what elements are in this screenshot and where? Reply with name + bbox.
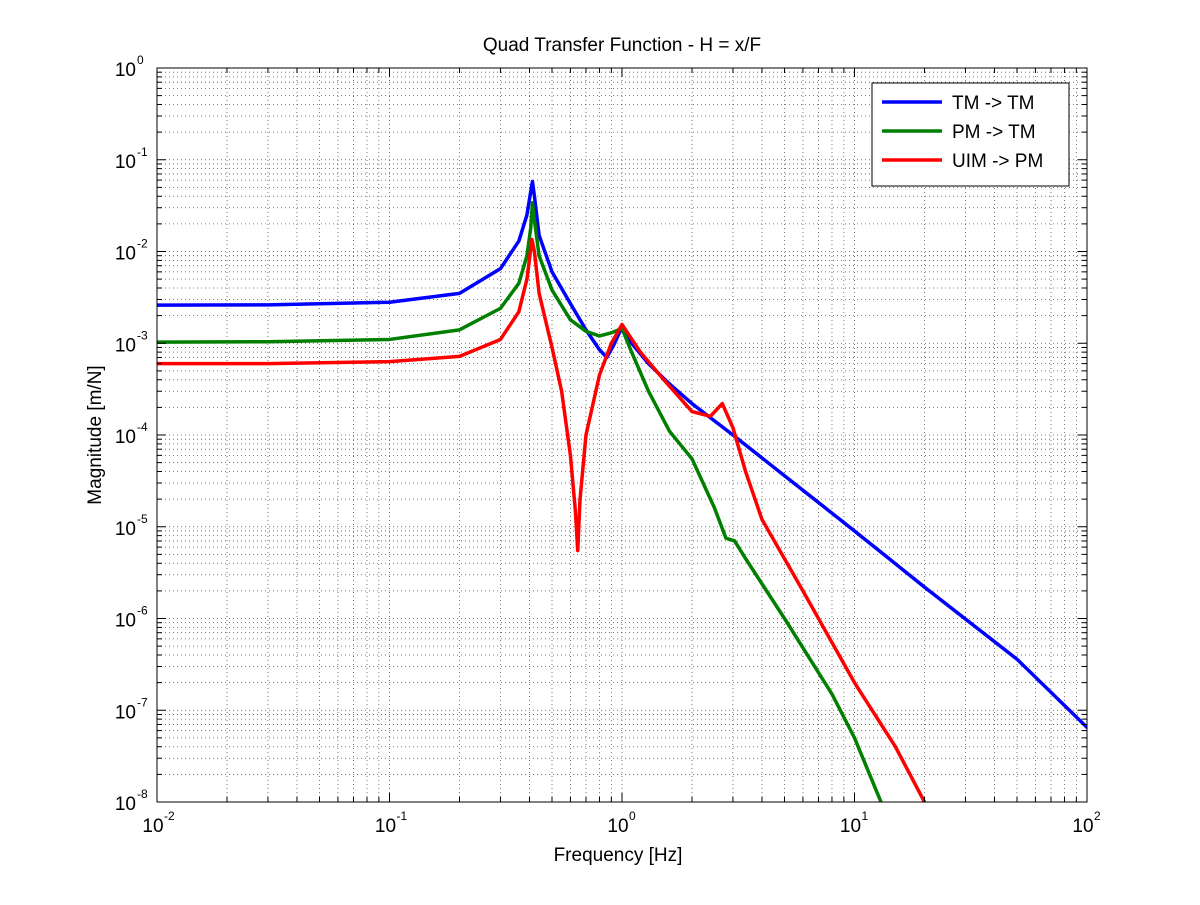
x-tick-label-exponent: 0 [629, 809, 636, 823]
x-tick-label: 10 [375, 816, 396, 837]
y-tick-label-exponent: -7 [137, 695, 148, 709]
legend-label: TM -> TM [952, 93, 1035, 114]
y-tick-label: 10 [115, 60, 136, 81]
series-line-2 [157, 200, 883, 802]
y-tick-label: 10 [115, 152, 136, 173]
y-axis-title: Magnitude [m/N] [85, 365, 106, 504]
series-line-1 [157, 179, 1087, 730]
x-tick-label: 10 [607, 816, 628, 837]
grid-lines [157, 68, 1087, 802]
x-axis-title: Frequency [Hz] [554, 845, 683, 866]
y-tick-label-exponent: -5 [137, 512, 148, 526]
series-lines [157, 179, 1087, 802]
y-tick-label-exponent: -3 [137, 328, 148, 342]
plot-frame [156, 67, 1088, 803]
x-tick-label: 10 [840, 816, 861, 837]
y-tick-label-exponent: 0 [137, 53, 144, 67]
legend-label: PM -> TM [952, 122, 1036, 143]
y-tick-label: 10 [115, 794, 136, 815]
x-tick-label: 10 [142, 816, 163, 837]
y-tick-label-exponent: -8 [137, 787, 148, 801]
legend-label: UIM -> PM [952, 151, 1043, 172]
legend: TM -> TM PM -> TM UIM -> PM [871, 82, 1070, 187]
series-line-3 [157, 237, 927, 802]
y-tick-label-exponent: -6 [137, 604, 148, 618]
y-tick-label: 10 [115, 244, 136, 265]
x-tick-label-exponent: -2 [164, 809, 175, 823]
y-tick-label-exponent: -1 [137, 145, 148, 159]
x-tick-label-exponent: 2 [1094, 809, 1101, 823]
y-tick-label-exponent: -2 [137, 237, 148, 251]
x-tick-label: 10 [1072, 816, 1093, 837]
x-tick-label-exponent: 1 [862, 809, 869, 823]
x-tick-label-exponent: -1 [397, 809, 408, 823]
chart-title: Quad Transfer Function - H = x/F [483, 35, 761, 56]
y-tick-label: 10 [115, 335, 136, 356]
y-tick-label: 10 [115, 519, 136, 540]
x-tick-labels: 10 -2 10 -1 10 0 10 1 10 2 [142, 809, 1101, 837]
y-tick-label: 10 [115, 611, 136, 632]
axis-ticks [156, 67, 1088, 803]
y-tick-label: 10 [115, 702, 136, 723]
legend-box [871, 82, 1070, 187]
y-tick-label: 10 [115, 427, 136, 448]
y-tick-label-exponent: -4 [137, 420, 148, 434]
